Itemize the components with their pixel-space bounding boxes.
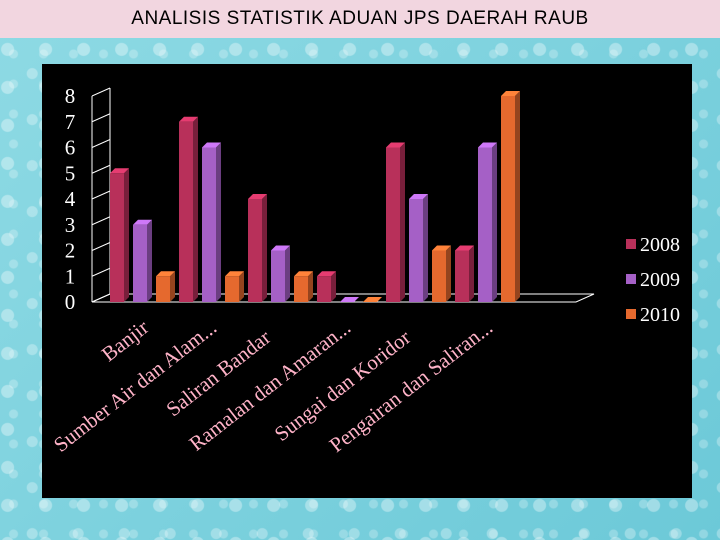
bar-side bbox=[193, 116, 198, 302]
bar bbox=[179, 121, 193, 302]
bar-top bbox=[478, 142, 497, 148]
bar-top bbox=[110, 168, 129, 174]
legend-label: 2009 bbox=[640, 269, 680, 291]
bar bbox=[432, 250, 446, 302]
bar bbox=[478, 147, 492, 302]
bar bbox=[501, 96, 515, 302]
bar-side bbox=[147, 219, 152, 302]
bar-top bbox=[271, 245, 290, 251]
bar-side bbox=[262, 194, 267, 302]
legend-swatch bbox=[626, 239, 636, 249]
bar-top bbox=[386, 142, 405, 148]
y-tick-label: 4 bbox=[65, 187, 76, 211]
bar-side bbox=[331, 271, 336, 302]
y-tick-label: 1 bbox=[65, 264, 76, 288]
bar-side bbox=[216, 142, 221, 302]
bar bbox=[225, 276, 239, 302]
bar-top bbox=[179, 116, 198, 122]
bar-side bbox=[446, 245, 451, 302]
y-tick-label: 2 bbox=[65, 239, 76, 263]
bar bbox=[110, 173, 124, 302]
bar-top bbox=[409, 194, 428, 199]
bar bbox=[294, 276, 308, 302]
bar bbox=[317, 276, 331, 302]
gridline-depth bbox=[91, 164, 111, 174]
gridline-depth bbox=[91, 267, 111, 277]
bar-side bbox=[469, 245, 474, 302]
y-tick-label: 5 bbox=[65, 161, 76, 185]
bar-top bbox=[501, 91, 520, 96]
gridline-depth bbox=[91, 113, 111, 123]
bar-side bbox=[239, 271, 244, 302]
x-category-label: Banjir bbox=[97, 315, 153, 366]
bar-side bbox=[423, 194, 428, 302]
bar bbox=[202, 147, 216, 302]
bar bbox=[455, 250, 469, 302]
bar-side bbox=[515, 91, 520, 302]
bar-side bbox=[170, 271, 175, 302]
bar-top bbox=[133, 219, 152, 225]
legend-label: 2008 bbox=[640, 234, 680, 256]
legend-swatch bbox=[626, 309, 636, 319]
bar-top bbox=[294, 271, 313, 277]
bar bbox=[248, 199, 262, 302]
bar-top bbox=[455, 245, 474, 251]
bar-top bbox=[363, 297, 382, 302]
y-tick-label: 6 bbox=[65, 136, 76, 160]
gridline-depth bbox=[91, 190, 111, 200]
title-bar bbox=[0, 0, 720, 38]
bar-top bbox=[225, 271, 244, 277]
bar-top bbox=[317, 271, 336, 277]
bar-side bbox=[400, 142, 405, 302]
slide-title: ANALISIS STATISTIK ADUAN JPS DAERAH RAUB bbox=[131, 8, 589, 29]
bar-top bbox=[248, 194, 267, 199]
gridline-depth bbox=[91, 242, 111, 251]
bar bbox=[409, 199, 423, 302]
gridline-depth bbox=[91, 139, 111, 148]
bar-top bbox=[340, 297, 359, 302]
bar-top bbox=[156, 271, 175, 277]
bar-side bbox=[124, 168, 129, 302]
y-tick-label: 3 bbox=[65, 213, 76, 237]
y-tick-label: 8 bbox=[65, 84, 76, 108]
bar bbox=[386, 147, 400, 302]
bar bbox=[133, 224, 147, 302]
y-tick-label: 0 bbox=[65, 290, 76, 314]
gridline-depth bbox=[91, 87, 111, 97]
bar bbox=[271, 250, 285, 302]
y-tick-label: 7 bbox=[65, 110, 76, 134]
bar bbox=[156, 276, 170, 302]
bar-top bbox=[432, 245, 451, 251]
bar-side bbox=[492, 142, 497, 302]
bar-side bbox=[285, 245, 290, 302]
gridline-depth bbox=[91, 216, 111, 226]
legend-label: 2010 bbox=[640, 304, 680, 326]
legend-swatch bbox=[626, 274, 636, 284]
bar-top bbox=[202, 142, 221, 148]
bar-side bbox=[308, 271, 313, 302]
